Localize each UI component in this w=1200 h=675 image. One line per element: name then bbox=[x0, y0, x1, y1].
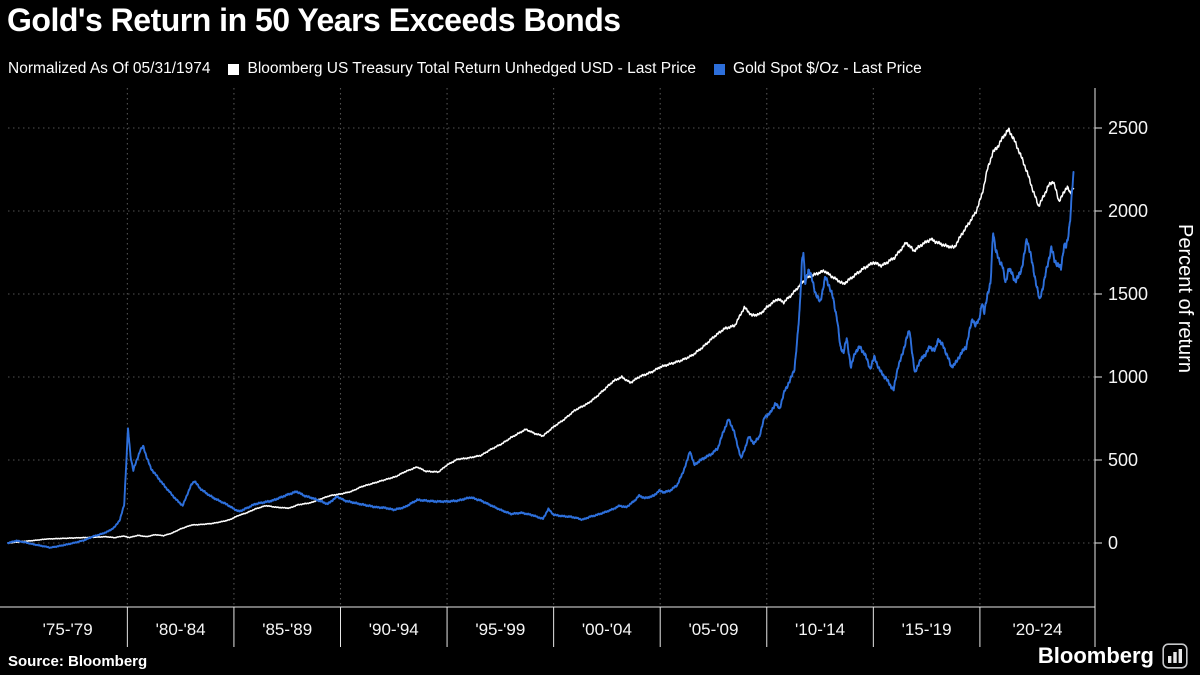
chart-title: Gold's Return in 50 Years Exceeds Bonds bbox=[7, 2, 621, 38]
source-note: Source: Bloomberg bbox=[8, 653, 148, 670]
svg-text:2500: 2500 bbox=[1108, 118, 1148, 138]
svg-text:'90-'94: '90-'94 bbox=[369, 620, 419, 639]
treasury-series-swatch-icon bbox=[228, 63, 240, 75]
svg-text:'95-'99: '95-'99 bbox=[475, 620, 525, 639]
svg-text:'10-'14: '10-'14 bbox=[795, 620, 845, 639]
bar-chart-icon bbox=[1162, 643, 1188, 669]
svg-text:'20-'24: '20-'24 bbox=[1012, 620, 1062, 639]
legend-item-treasury: Bloomberg US Treasury Total Return Unhed… bbox=[228, 60, 696, 78]
svg-text:1000: 1000 bbox=[1108, 367, 1148, 387]
legend-item-gold: Gold Spot $/Oz - Last Price bbox=[714, 60, 922, 78]
bloomberg-logo: Bloomberg bbox=[1038, 643, 1188, 669]
legend-label-gold: Gold Spot $/Oz - Last Price bbox=[733, 60, 922, 77]
svg-text:1500: 1500 bbox=[1108, 284, 1148, 304]
y-axis-title: Percent of return bbox=[1174, 224, 1196, 373]
svg-text:0: 0 bbox=[1108, 533, 1118, 553]
normalization-note: Normalized As Of 05/31/1974 bbox=[8, 60, 211, 77]
svg-text:500: 500 bbox=[1108, 450, 1138, 470]
svg-text:'85-'89: '85-'89 bbox=[262, 620, 312, 639]
svg-text:'00-'04: '00-'04 bbox=[582, 620, 632, 639]
gold-series-swatch-icon bbox=[714, 63, 726, 75]
svg-text:'75-'79: '75-'79 bbox=[43, 620, 93, 639]
svg-text:'80-'84: '80-'84 bbox=[156, 620, 206, 639]
svg-text:'05-'09: '05-'09 bbox=[688, 620, 738, 639]
svg-text:'15-'19: '15-'19 bbox=[902, 620, 952, 639]
legend-label-treasury: Bloomberg US Treasury Total Return Unhed… bbox=[247, 60, 697, 77]
legend: Normalized As Of 05/31/1974 Bloomberg US… bbox=[8, 60, 922, 78]
bloomberg-wordmark: Bloomberg bbox=[1037, 643, 1154, 668]
svg-text:2000: 2000 bbox=[1108, 201, 1148, 221]
